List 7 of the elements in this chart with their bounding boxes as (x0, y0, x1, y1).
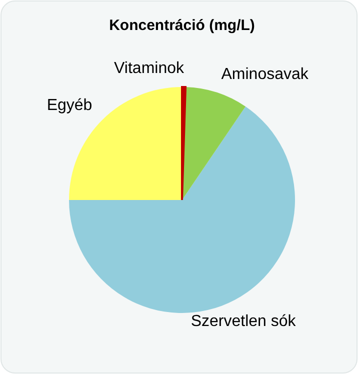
slice-label: Szervetlen sók (190, 313, 297, 330)
slice-label: Egyéb (46, 97, 92, 114)
slice-label: Aminosavak (221, 66, 310, 84)
pie-slice (181, 86, 187, 201)
slice-label: Vitaminok (114, 60, 185, 78)
pie-slice (182, 87, 246, 200)
chart-title: Koncentráció (mg/L) (109, 17, 255, 34)
